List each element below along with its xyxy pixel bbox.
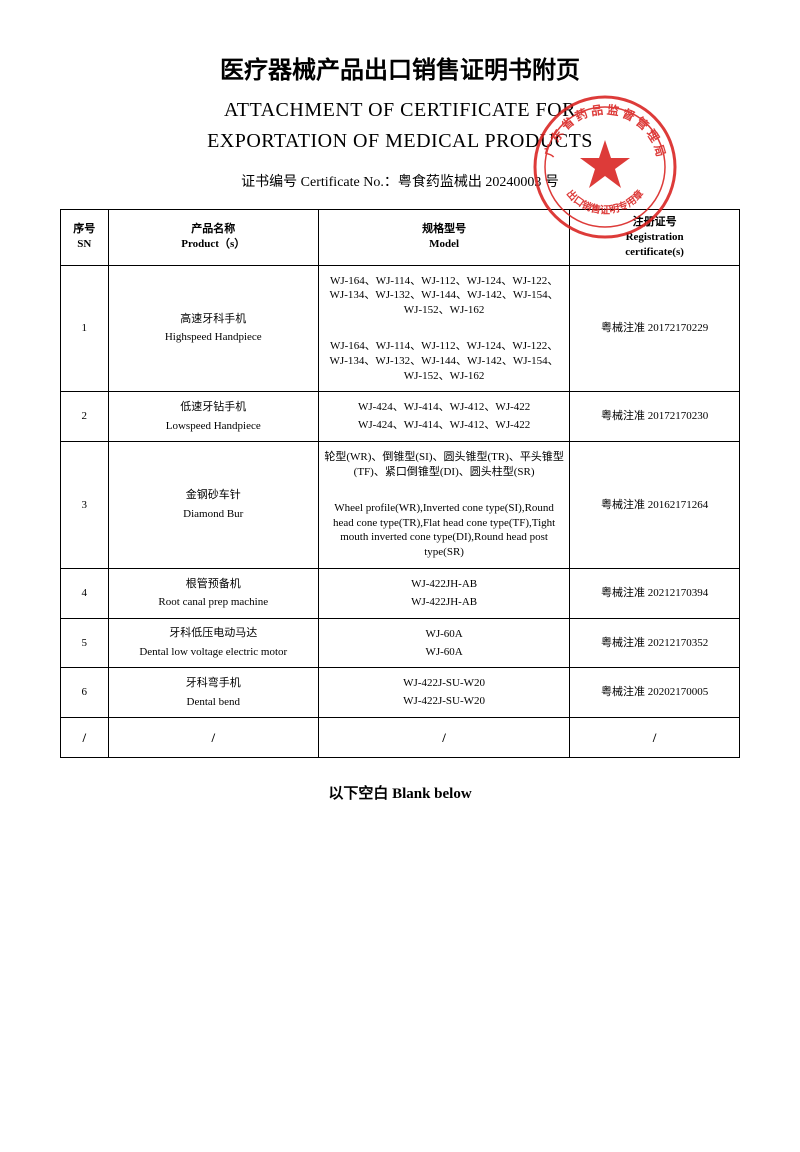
- header-product: 产品名称Product（s）: [108, 210, 318, 266]
- product-en: Dental low voltage electric motor: [113, 645, 314, 660]
- products-table: 序号SN 产品名称Product（s） 规格型号Model 注册证号Regist…: [60, 209, 740, 758]
- cell-registration: 粤械注准 20212170394: [570, 569, 740, 619]
- certificate-number: 证书编号 Certificate No.：粤食药监械出 20240003 号: [60, 171, 740, 191]
- cell-product: 高速牙科手机 Highspeed Handpiece: [108, 265, 318, 392]
- model-cn: WJ-422JH-AB: [323, 577, 565, 592]
- cell-registration: 粤械注准 20212170352: [570, 618, 740, 668]
- cell-product: 根管预备机 Root canal prep machine: [108, 569, 318, 619]
- cell-product: 牙科弯手机 Dental bend: [108, 668, 318, 718]
- table-row: 1 高速牙科手机 Highspeed Handpiece WJ-164、WJ-1…: [61, 265, 740, 392]
- cell-registration: 粤械注准 20172170230: [570, 392, 740, 442]
- product-cn: 金钢砂车针: [113, 488, 314, 503]
- cell-registration: 粤械注准 20162171264: [570, 442, 740, 569]
- table-row-blank: / / / /: [61, 718, 740, 758]
- blank-cell: /: [319, 718, 570, 758]
- product-cn: 牙科弯手机: [113, 676, 314, 691]
- table-row: 5 牙科低压电动马达 Dental low voltage electric m…: [61, 618, 740, 668]
- cell-sn: 2: [61, 392, 109, 442]
- model-cn: WJ-424、WJ-414、WJ-412、WJ-422: [323, 400, 565, 415]
- cell-model: WJ-422JH-AB WJ-422JH-AB: [319, 569, 570, 619]
- model-en: WJ-422J-SU-W20: [323, 694, 565, 709]
- cell-sn: 6: [61, 668, 109, 718]
- product-en: Highspeed Handpiece: [113, 330, 314, 345]
- table-row: 6 牙科弯手机 Dental bend WJ-422J-SU-W20 WJ-42…: [61, 668, 740, 718]
- model-en: WJ-424、WJ-414、WJ-412、WJ-422: [323, 418, 565, 433]
- title-chinese: 医疗器械产品出口销售证明书附页: [60, 50, 740, 85]
- document-header: 医疗器械产品出口销售证明书附页 ATTACHMENT OF CERTIFICAT…: [60, 50, 740, 191]
- product-en: Diamond Bur: [113, 507, 314, 522]
- product-cn: 根管预备机: [113, 577, 314, 592]
- cell-model: WJ-422J-SU-W20 WJ-422J-SU-W20: [319, 668, 570, 718]
- cell-model: WJ-164、WJ-114、WJ-112、WJ-124、WJ-122、WJ-13…: [319, 265, 570, 392]
- cell-sn: 5: [61, 618, 109, 668]
- model-en: WJ-60A: [323, 645, 565, 660]
- title-english-line1: ATTACHMENT OF CERTIFICATE FOR: [60, 99, 740, 122]
- model-cn: 轮型(WR)、倒锥型(SI)、圆头锥型(TR)、平头锥型(TF)、紧口倒锥型(D…: [323, 450, 565, 480]
- header-registration: 注册证号Registrationcertificate(s): [570, 210, 740, 266]
- table-row: 2 低速牙钻手机 Lowspeed Handpiece WJ-424、WJ-41…: [61, 392, 740, 442]
- cell-sn: 3: [61, 442, 109, 569]
- header-sn: 序号SN: [61, 210, 109, 266]
- model-cn: WJ-164、WJ-114、WJ-112、WJ-124、WJ-122、WJ-13…: [323, 274, 565, 319]
- cell-registration: 粤械注准 20202170005: [570, 668, 740, 718]
- model-en: WJ-422JH-AB: [323, 595, 565, 610]
- blank-cell: /: [108, 718, 318, 758]
- cell-model: 轮型(WR)、倒锥型(SI)、圆头锥型(TR)、平头锥型(TF)、紧口倒锥型(D…: [319, 442, 570, 569]
- product-cn: 高速牙科手机: [113, 312, 314, 327]
- product-en: Root canal prep machine: [113, 595, 314, 610]
- product-en: Lowspeed Handpiece: [113, 419, 314, 434]
- blank-below-label: 以下空白 Blank below: [60, 782, 740, 803]
- table-row: 3 金钢砂车针 Diamond Bur 轮型(WR)、倒锥型(SI)、圆头锥型(…: [61, 442, 740, 569]
- model-en: WJ-164、WJ-114、WJ-112、WJ-124、WJ-122、WJ-13…: [323, 339, 565, 384]
- blank-cell: /: [570, 718, 740, 758]
- product-en: Dental bend: [113, 695, 314, 710]
- table-header-row: 序号SN 产品名称Product（s） 规格型号Model 注册证号Regist…: [61, 210, 740, 266]
- cell-model: WJ-424、WJ-414、WJ-412、WJ-422 WJ-424、WJ-41…: [319, 392, 570, 442]
- cell-sn: 1: [61, 265, 109, 392]
- model-en: Wheel profile(WR),Inverted cone type(SI)…: [323, 501, 565, 560]
- header-model: 规格型号Model: [319, 210, 570, 266]
- cell-registration: 粤械注准 20172170229: [570, 265, 740, 392]
- cell-product: 低速牙钻手机 Lowspeed Handpiece: [108, 392, 318, 442]
- model-cn: WJ-60A: [323, 627, 565, 642]
- blank-cell: /: [61, 718, 109, 758]
- product-cn: 低速牙钻手机: [113, 400, 314, 415]
- cell-model: WJ-60A WJ-60A: [319, 618, 570, 668]
- cell-sn: 4: [61, 569, 109, 619]
- model-cn: WJ-422J-SU-W20: [323, 676, 565, 691]
- cell-product: 牙科低压电动马达 Dental low voltage electric mot…: [108, 618, 318, 668]
- cell-product: 金钢砂车针 Diamond Bur: [108, 442, 318, 569]
- product-cn: 牙科低压电动马达: [113, 626, 314, 641]
- table-row: 4 根管预备机 Root canal prep machine WJ-422JH…: [61, 569, 740, 619]
- title-english-line2: EXPORTATION OF MEDICAL PRODUCTS: [60, 130, 740, 153]
